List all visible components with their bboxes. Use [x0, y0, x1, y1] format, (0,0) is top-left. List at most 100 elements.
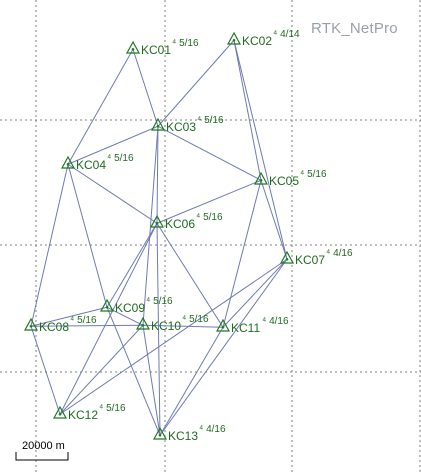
baseline-KC10-KC11: [142, 324, 224, 328]
station-name: KC02: [242, 34, 272, 48]
baseline-KC06-KC11: [156, 222, 224, 328]
station-name: KC09: [115, 301, 145, 315]
station-triangle-icon: [215, 318, 231, 332]
station-name: KC06: [165, 217, 195, 231]
station-kc06[interactable]: KC06 ⁴ 5/16: [149, 212, 223, 231]
baseline-KC04-KC06: [67, 163, 158, 224]
station-name: KC07: [295, 253, 325, 267]
station-kc10[interactable]: KC10 ⁴ 5/16: [135, 314, 209, 333]
station-center-dot: [285, 257, 289, 261]
station-name: KC12: [68, 408, 98, 422]
baseline-KC03-KC04: [67, 125, 159, 165]
baseline-KC01-KC03: [132, 49, 159, 127]
station-center-dot: [221, 325, 225, 329]
app-title: RTK_NetPro: [311, 20, 398, 37]
baseline-KC10-KC12: [59, 324, 144, 415]
baseline-KC03-KC10: [142, 126, 159, 326]
station-note: ⁴ 5/16: [300, 169, 327, 180]
station-kc07[interactable]: KC07 ⁴ 4/16: [279, 248, 353, 267]
baseline-KC08-KC10: [30, 324, 144, 327]
station-note: ⁴ 5/16: [70, 315, 97, 326]
baseline-KC11-KC13: [159, 327, 224, 436]
station-note: ⁴ 5/16: [99, 403, 126, 414]
station-center-dot: [66, 162, 70, 166]
station-triangle-icon: [279, 250, 295, 264]
station-note: ⁴ 5/16: [197, 115, 224, 126]
station-note: ⁴ 5/16: [196, 212, 223, 223]
station-center-dot: [156, 124, 160, 128]
station-kc02[interactable]: KC02 ⁴ 4/14: [226, 29, 300, 48]
station-triangle-icon: [150, 117, 166, 131]
station-name: KC13: [168, 429, 198, 443]
station-name: KC01: [141, 43, 171, 57]
station-name: KC10: [151, 319, 181, 333]
station-triangle-icon: [135, 316, 151, 330]
station-name: KC04: [76, 158, 106, 172]
station-note: ⁴ 5/16: [182, 314, 209, 325]
station-center-dot: [158, 433, 162, 437]
station-triangle-icon: [99, 298, 115, 312]
station-kc11[interactable]: KC11 ⁴ 4/16: [215, 316, 289, 335]
baseline-KC02-KC05: [233, 40, 262, 181]
station-triangle-icon: [149, 214, 165, 228]
baseline-KC07-KC13: [159, 258, 288, 436]
station-name: KC08: [39, 320, 69, 334]
baseline-KC03-KC06: [156, 126, 159, 224]
baseline-KC04-KC09: [67, 164, 108, 308]
baseline-edges: [30, 39, 288, 436]
baseline-KC05-KC11: [222, 180, 262, 328]
station-triangle-icon: [52, 405, 68, 419]
station-note: ⁴ 5/16: [172, 38, 199, 49]
station-note: ⁴ 4/16: [199, 424, 226, 435]
baseline-KC05-KC07: [260, 180, 288, 260]
station-kc13[interactable]: KC13 ⁴ 4/16: [152, 424, 226, 443]
baseline-KC07-KC11: [222, 258, 288, 328]
station-name: KC05: [269, 174, 299, 188]
station-center-dot: [259, 178, 263, 182]
station-name: KC03: [166, 120, 196, 134]
baseline-KC08-KC12: [30, 326, 61, 415]
station-triangle-icon: [23, 317, 39, 331]
station-note: ⁴ 4/14: [273, 29, 300, 40]
station-kc01[interactable]: KC01 ⁴ 5/16: [125, 38, 199, 57]
station-kc04[interactable]: KC04 ⁴ 5/16: [60, 153, 134, 172]
station-name: KC11: [231, 321, 260, 335]
scale-label: 20000 m: [22, 440, 65, 452]
baseline-KC03-KC05: [157, 125, 262, 181]
station-note: ⁴ 4/16: [326, 248, 353, 259]
baseline-KC06-KC12: [59, 223, 158, 415]
station-note: ⁴ 5/16: [146, 296, 173, 307]
baseline-KC06-KC13: [156, 223, 161, 436]
baseline-KC04-KC08: [30, 164, 69, 327]
station-triangle-icon: [253, 171, 269, 185]
baseline-KC01-KC04: [67, 49, 134, 165]
station-kc03[interactable]: KC03 ⁴ 5/16: [150, 115, 224, 134]
baseline-KC06-KC09: [106, 223, 158, 308]
station-center-dot: [29, 324, 33, 328]
baseline-KC10-KC13: [142, 325, 161, 436]
station-triangle-icon: [60, 155, 76, 169]
station-kc05[interactable]: KC05 ⁴ 5/16: [253, 169, 327, 188]
baseline-KC08-KC09: [30, 306, 108, 327]
station-kc08[interactable]: KC08 ⁴ 5/16: [23, 315, 97, 334]
station-center-dot: [155, 221, 159, 225]
station-triangle-icon: [125, 40, 141, 54]
baseline-KC07-KC12: [59, 258, 288, 415]
station-note: ⁴ 5/16: [107, 153, 134, 164]
station-center-dot: [232, 38, 236, 42]
station-note: ⁴ 4/16: [262, 316, 289, 327]
station-triangle-icon: [226, 31, 242, 45]
station-center-dot: [141, 323, 145, 327]
station-center-dot: [105, 305, 109, 309]
station-center-dot: [131, 47, 135, 51]
station-center-dot: [58, 412, 62, 416]
station-triangle-icon: [152, 426, 168, 440]
baseline-KC02-KC03: [157, 39, 235, 127]
station-kc09[interactable]: KC09 ⁴ 5/16: [99, 296, 173, 315]
station-kc12[interactable]: KC12 ⁴ 5/16: [52, 403, 126, 422]
scale-bar: [15, 452, 69, 461]
